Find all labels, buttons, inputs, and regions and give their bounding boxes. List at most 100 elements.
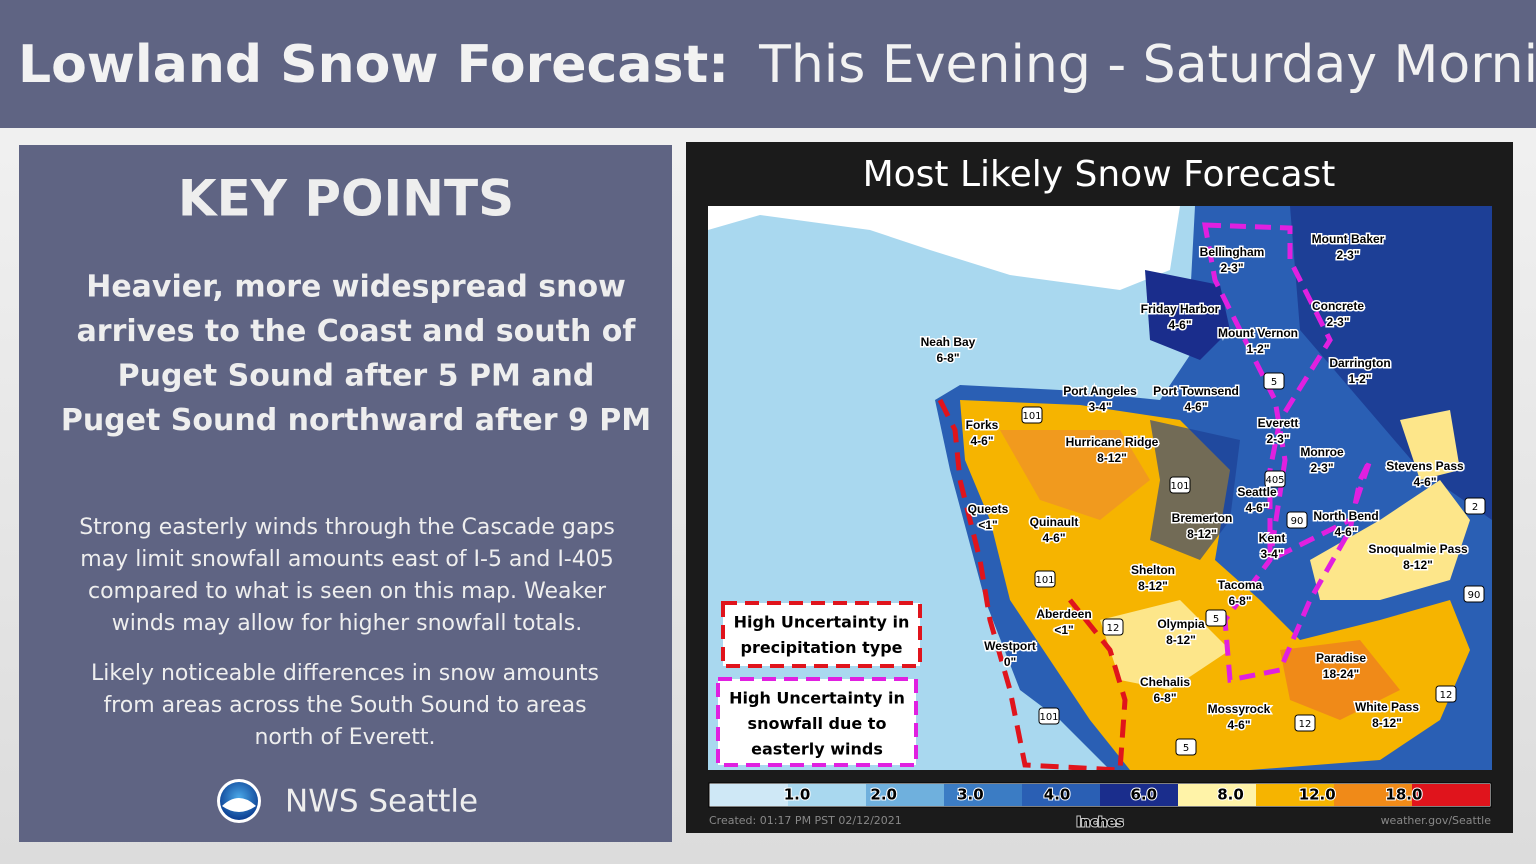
legend: 1.0 2.0 3.0 4.0 6.0 8.0 12.0 18.0 xyxy=(710,784,1490,806)
legend-tick: 12.0 xyxy=(1299,786,1336,804)
legend-tick: 8.0 xyxy=(1217,786,1244,804)
shield-number: 5 xyxy=(1213,614,1219,625)
location-amount: 2-3" xyxy=(1266,432,1289,446)
shield-number: 12 xyxy=(1440,690,1453,701)
shield-number: 405 xyxy=(1265,475,1284,486)
paragraph-line: Likely noticeable differences in snow am… xyxy=(91,661,599,686)
location-name: North Bend xyxy=(1313,509,1378,523)
shield-number: 12 xyxy=(1107,623,1120,634)
location-amount: 8-12" xyxy=(1372,716,1402,730)
location-amount: 4-6" xyxy=(1227,718,1250,732)
shield xyxy=(1464,497,1486,515)
key-points-heading: KEY POINTS xyxy=(178,170,514,228)
headline-line: arrives to the Coast and south of xyxy=(77,314,637,349)
shield xyxy=(1294,714,1316,732)
key-points-text: Heavier, more widespread snow arrives to … xyxy=(61,270,651,751)
shield-number: 101 xyxy=(1035,575,1054,586)
location-amount: 8-12" xyxy=(1166,633,1196,647)
paragraph-line: winds may allow for higher snowfall tota… xyxy=(112,611,582,636)
shield xyxy=(1205,609,1227,627)
location-name: Monroe xyxy=(1300,445,1344,459)
shield xyxy=(1435,685,1457,703)
location-amount: 8-12" xyxy=(1097,451,1127,465)
location-name: Friday Harbor xyxy=(1141,302,1220,316)
location-amount: 1-2" xyxy=(1348,372,1371,386)
header-title: Lowland Snow Forecast: This Evening - Sat… xyxy=(18,35,1536,95)
uncertainty-text: High Uncertainty in xyxy=(729,689,905,708)
paragraph-line: from areas across the South Sound to are… xyxy=(103,693,586,718)
header-title-bold: Lowland Snow Forecast: xyxy=(18,35,729,95)
shield-number: 5 xyxy=(1183,743,1189,754)
location-amount: 2-3" xyxy=(1220,261,1243,275)
shield-number: 12 xyxy=(1299,719,1312,730)
location-name: Concrete xyxy=(1312,299,1364,313)
uncertainty-text: snowfall due to xyxy=(748,714,887,733)
location-amount: 8-12" xyxy=(1403,558,1433,572)
location-amount: 4-6" xyxy=(1042,531,1065,545)
location-amount: 4-6" xyxy=(1245,501,1268,515)
uncertainty-box xyxy=(716,677,918,767)
location-amount: 2-3" xyxy=(1336,248,1359,262)
legend-swatch xyxy=(1256,784,1334,806)
location-amount: 2-3" xyxy=(1326,315,1349,329)
location-name: Bellingham xyxy=(1200,245,1265,259)
location-name: Shelton xyxy=(1131,563,1175,577)
paragraph-line: Strong easterly winds through the Cascad… xyxy=(79,515,615,540)
uncertainty-text: precipitation type xyxy=(740,638,902,657)
location-name: Stevens Pass xyxy=(1386,459,1464,473)
paragraph-line: compared to what is seen on this map. We… xyxy=(88,579,607,604)
location-amount: 2-3" xyxy=(1310,461,1333,475)
location-name: Paradise xyxy=(1316,651,1366,665)
map-title: Most Likely Snow Forecast xyxy=(863,154,1336,195)
legend-swatch xyxy=(1334,784,1412,806)
location-name: Hurricane Ridge xyxy=(1066,435,1159,449)
legend-swatch xyxy=(944,784,1022,806)
legend-swatch xyxy=(788,784,866,806)
location-amount: 4-6" xyxy=(1334,525,1357,539)
location-name: Bremerton xyxy=(1172,511,1233,525)
location-amount: 3-4" xyxy=(1088,400,1111,414)
shield-number: 2 xyxy=(1472,502,1478,513)
shield xyxy=(1175,738,1197,756)
legend-swatch xyxy=(1178,784,1256,806)
location-name: Forks xyxy=(966,418,999,432)
location-name: Port Angeles xyxy=(1063,384,1137,398)
headline-line: Puget Sound after 5 PM and xyxy=(118,359,595,394)
created-stamp: Created: 01:17 PM PST 02/12/2021 xyxy=(709,814,902,827)
paragraph-line: north of Everett. xyxy=(254,725,435,750)
shield xyxy=(1038,707,1060,725)
location-amount: 18-24" xyxy=(1323,667,1359,681)
location-name: Mount Vernon xyxy=(1218,326,1298,340)
location-name: Darrington xyxy=(1329,356,1390,370)
location-amount: <1" xyxy=(978,518,997,532)
location-amount: 6-8" xyxy=(1228,594,1251,608)
location-amount: 0" xyxy=(1004,655,1016,669)
location-name: Aberdeen xyxy=(1036,607,1091,621)
location-amount: 4-6" xyxy=(1184,400,1207,414)
location-amount: 1-2" xyxy=(1246,342,1269,356)
uncertainty-text: easterly winds xyxy=(751,740,883,759)
location-amount: 4-6" xyxy=(970,434,993,448)
legend-unit: Inches xyxy=(1076,816,1124,831)
shield xyxy=(1102,618,1124,636)
location-amount: 8-12" xyxy=(1187,527,1217,541)
location-amount: 4-6" xyxy=(1413,475,1436,489)
shield xyxy=(1264,470,1286,488)
shield-number: 90 xyxy=(1468,590,1481,601)
location-name: Neah Bay xyxy=(921,335,976,349)
uncertainty-boxes: High Uncertainty in precipitation type Hig… xyxy=(716,601,922,767)
location-name: Snoqualmie Pass xyxy=(1368,542,1468,556)
location-name: White Pass xyxy=(1355,700,1419,714)
legend-tick: 6.0 xyxy=(1131,786,1158,804)
location-name: Quinault xyxy=(1030,515,1079,529)
location-amount: 3-4" xyxy=(1260,547,1283,561)
legend-tick: 1.0 xyxy=(784,786,811,804)
key-points-panel xyxy=(19,145,672,842)
shield xyxy=(1169,476,1191,494)
location-name: Kent xyxy=(1259,531,1286,545)
location-name: Queets xyxy=(968,502,1009,516)
header-bar xyxy=(0,0,1536,128)
noaa-logo xyxy=(217,779,261,823)
